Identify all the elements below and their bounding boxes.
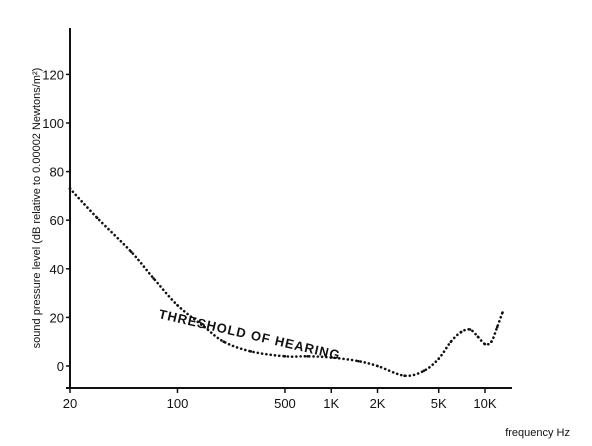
threshold-data-point xyxy=(152,277,155,280)
threshold-data-point xyxy=(376,365,379,368)
threshold-data-point xyxy=(423,370,426,373)
threshold-data-point xyxy=(484,343,487,346)
x-ticks: 20 100 500 1K 2K 5K 10K xyxy=(63,388,497,411)
y-tick-label: 120 xyxy=(42,67,64,82)
y-tick-label: 60 xyxy=(50,213,64,228)
threshold-data-point xyxy=(403,374,406,377)
threshold-data-point xyxy=(130,250,133,253)
threshold-data-point xyxy=(450,340,453,343)
threshold-data-point xyxy=(469,328,472,331)
threshold-data-point xyxy=(222,340,225,343)
y-tick-label: 0 xyxy=(57,359,64,374)
x-tick-label: 10K xyxy=(473,396,496,411)
threshold-data-point xyxy=(69,187,72,190)
axes xyxy=(66,28,512,388)
x-tick-label: 1K xyxy=(323,396,339,411)
x-tick-label: 500 xyxy=(274,396,296,411)
threshold-data-point xyxy=(250,350,253,353)
x-tick-label: 2K xyxy=(370,396,386,411)
y-axis-title: sound pressure level (dB relative to 0.0… xyxy=(31,68,43,349)
threshold-data-point xyxy=(477,336,480,339)
y-tick-label: 20 xyxy=(50,310,64,325)
y-tick-label: 40 xyxy=(50,262,64,277)
threshold-data-point xyxy=(437,357,440,360)
threshold-data-point xyxy=(284,355,287,358)
y-tick-label: 100 xyxy=(42,116,64,131)
x-tick-label: 5K xyxy=(431,396,447,411)
x-tick-label: 100 xyxy=(167,396,189,411)
threshold-data-point xyxy=(96,216,99,219)
y-ticks: 0 20 40 60 80 100 120 xyxy=(42,67,70,374)
threshold-data-point xyxy=(176,304,179,307)
x-tick-label: 20 xyxy=(63,396,77,411)
threshold-data-point xyxy=(357,360,360,363)
threshold-of-hearing-annotation: THRESHOLD OF HEARING xyxy=(157,306,342,362)
threshold-data-point xyxy=(460,331,463,334)
threshold-data-point xyxy=(490,340,493,343)
y-tick-label: 80 xyxy=(50,165,64,180)
threshold-data-point xyxy=(501,311,504,314)
threshold-data-point xyxy=(496,326,499,329)
x-axis-title: frequency Hz xyxy=(505,427,570,439)
